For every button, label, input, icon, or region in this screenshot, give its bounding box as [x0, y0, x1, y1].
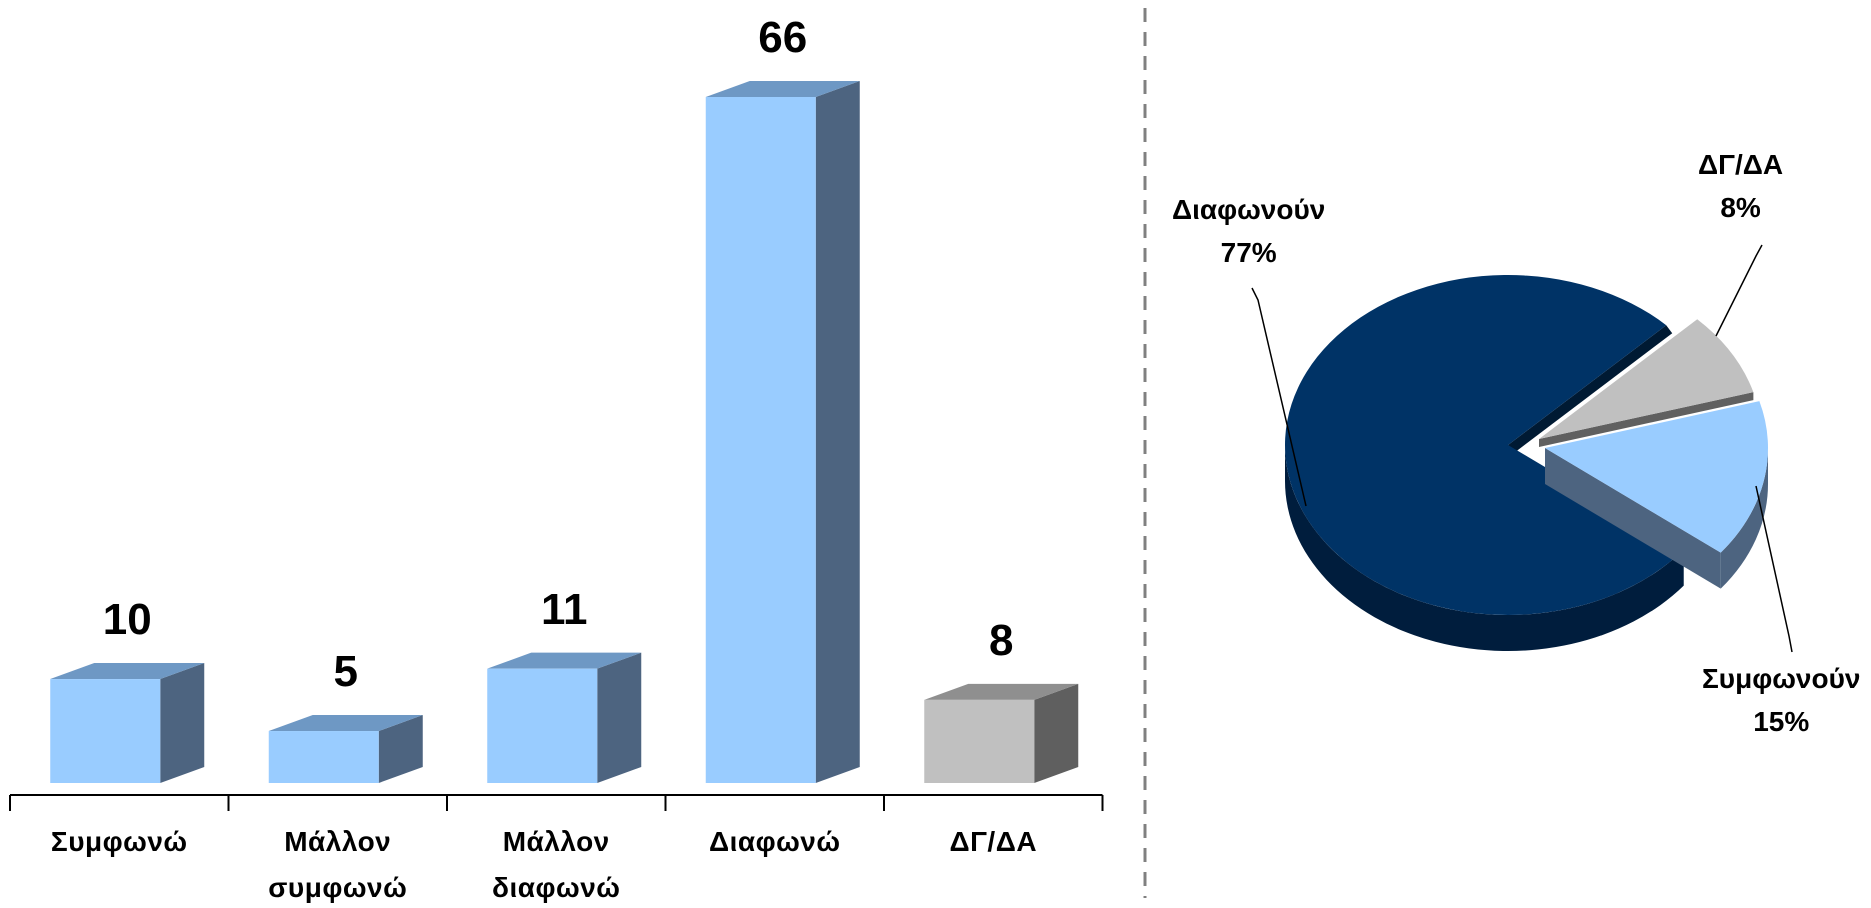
bar-3 [705, 81, 860, 783]
category-label: Μάλλον [284, 826, 392, 857]
pie-slice-name: ΔΓ/ΔΑ [1698, 149, 1784, 180]
bar-top [268, 715, 423, 732]
bar-side [160, 663, 205, 783]
category-label: Μάλλον [502, 826, 610, 857]
category-label: συμφωνώ [268, 872, 408, 903]
bar-value-label: 8 [989, 615, 1014, 665]
category-label: διαφωνώ [492, 872, 621, 903]
bar-top [924, 683, 1079, 700]
bar-value-label: 10 [102, 595, 152, 645]
bar-front [268, 731, 379, 783]
category-label: ΔΓ/ΔΑ [949, 826, 1038, 857]
bar-value-label: 5 [333, 647, 358, 697]
bar-0 [50, 663, 205, 783]
pie-slice-name: Διαφωνούν [1172, 194, 1326, 225]
pie-top [1545, 401, 1768, 553]
pie-slice-1 [1539, 319, 1754, 447]
pie-slice-percent: 15% [1753, 706, 1810, 737]
pie-slice-2 [1545, 401, 1768, 589]
bar-top [487, 652, 642, 669]
pie-top [1285, 275, 1684, 616]
pie-cut-face [1539, 392, 1754, 447]
category-label: Διαφωνώ [708, 826, 841, 857]
category-label: Συμφωνώ [50, 826, 188, 857]
bar-side [378, 715, 423, 783]
bar-side [815, 81, 860, 783]
bar-1 [268, 715, 423, 783]
pie-cut-face [1508, 325, 1673, 453]
bar-top [705, 81, 860, 97]
bar-2 [487, 652, 642, 783]
bar-front [487, 668, 598, 783]
pie-cut-face [1545, 448, 1721, 589]
pie-side [1720, 448, 1768, 589]
pie-top [1539, 319, 1754, 439]
pie-slice-name: Συμφωνούν [1702, 663, 1861, 694]
bar-value-label: 11 [540, 584, 588, 634]
pie-slice-0 [1285, 275, 1684, 652]
bar-side [597, 652, 642, 783]
leader-line [1715, 244, 1763, 337]
pie-side [1285, 445, 1684, 652]
bar-4 [924, 683, 1079, 783]
bar-top [50, 663, 205, 680]
leader-line [1251, 287, 1307, 507]
pie-slice-percent: 77% [1220, 237, 1277, 268]
bar-front [924, 699, 1035, 783]
bar-value-label: 66 [758, 13, 808, 62]
pie-slice-percent: 8% [1720, 192, 1761, 223]
bar-side [1034, 683, 1079, 783]
bar-front [50, 679, 161, 783]
bar-front [705, 97, 816, 783]
leader-line [1755, 485, 1793, 653]
